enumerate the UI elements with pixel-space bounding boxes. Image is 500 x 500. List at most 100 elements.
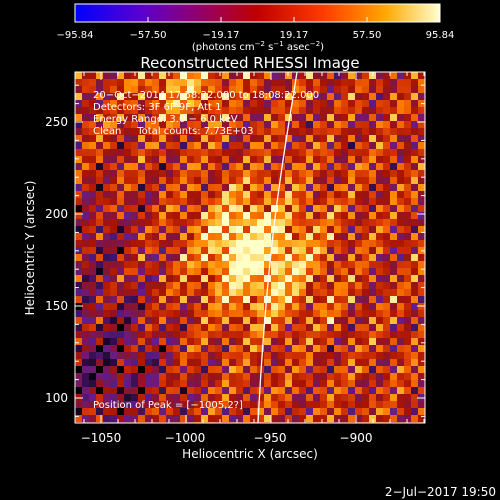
image-pixel	[236, 338, 243, 345]
image-pixel	[341, 296, 348, 303]
image-pixel	[187, 149, 194, 156]
image-pixel	[103, 93, 110, 100]
image-pixel	[390, 282, 397, 289]
image-pixel	[334, 121, 341, 128]
image-pixel	[201, 380, 208, 387]
image-pixel	[418, 93, 425, 100]
image-pixel	[89, 296, 96, 303]
image-pixel	[292, 401, 299, 408]
image-pixel	[243, 107, 250, 114]
image-pixel	[313, 303, 320, 310]
image-pixel	[271, 394, 278, 401]
image-pixel	[278, 289, 285, 296]
image-pixel	[369, 331, 376, 338]
image-pixel	[418, 177, 425, 184]
image-pixel	[404, 366, 411, 373]
image-pixel	[187, 289, 194, 296]
image-pixel	[96, 352, 103, 359]
image-pixel	[201, 373, 208, 380]
image-pixel	[313, 394, 320, 401]
image-pixel	[194, 177, 201, 184]
image-pixel	[369, 352, 376, 359]
image-pixel	[334, 86, 341, 93]
image-pixel	[152, 198, 159, 205]
image-pixel	[124, 282, 131, 289]
image-pixel	[362, 177, 369, 184]
image-pixel	[362, 198, 369, 205]
image-pixel	[299, 212, 306, 219]
image-pixel	[348, 268, 355, 275]
image-pixel	[264, 205, 271, 212]
image-pixel	[327, 254, 334, 261]
image-pixel	[327, 331, 334, 338]
image-pixel	[194, 100, 201, 107]
image-pixel	[201, 240, 208, 247]
image-pixel	[103, 289, 110, 296]
image-pixel	[327, 247, 334, 254]
image-pixel	[390, 387, 397, 394]
image-pixel	[75, 114, 82, 121]
image-pixel	[313, 205, 320, 212]
image-pixel	[82, 142, 89, 149]
image-pixel	[96, 310, 103, 317]
image-pixel	[264, 79, 271, 86]
image-pixel	[243, 310, 250, 317]
image-pixel	[201, 184, 208, 191]
image-pixel	[194, 184, 201, 191]
image-pixel	[117, 401, 124, 408]
x-tick-label: −950	[254, 431, 287, 445]
image-pixel	[82, 93, 89, 100]
image-pixel	[131, 156, 138, 163]
image-pixel	[397, 352, 404, 359]
image-pixel	[124, 93, 131, 100]
image-pixel	[411, 205, 418, 212]
image-pixel	[145, 177, 152, 184]
image-pixel	[299, 121, 306, 128]
image-pixel	[103, 128, 110, 135]
image-pixel	[82, 289, 89, 296]
image-pixel	[257, 177, 264, 184]
image-pixel	[117, 380, 124, 387]
image-pixel	[138, 387, 145, 394]
image-pixel	[222, 177, 229, 184]
image-pixel	[173, 128, 180, 135]
image-pixel	[110, 170, 117, 177]
image-pixel	[82, 317, 89, 324]
image-pixel	[299, 184, 306, 191]
image-pixel	[166, 100, 173, 107]
image-pixel	[285, 310, 292, 317]
image-pixel	[320, 408, 327, 415]
image-pixel	[131, 261, 138, 268]
image-pixel	[369, 142, 376, 149]
image-pixel	[110, 149, 117, 156]
image-pixel	[306, 303, 313, 310]
image-pixel	[180, 184, 187, 191]
image-pixel	[173, 359, 180, 366]
image-pixel	[187, 338, 194, 345]
image-pixel	[173, 366, 180, 373]
image-pixel	[243, 261, 250, 268]
image-pixel	[285, 317, 292, 324]
image-pixel	[257, 191, 264, 198]
image-pixel	[236, 135, 243, 142]
image-pixel	[355, 114, 362, 121]
image-pixel	[236, 352, 243, 359]
image-pixel	[278, 177, 285, 184]
image-pixel	[278, 352, 285, 359]
image-pixel	[348, 366, 355, 373]
image-pixel	[229, 275, 236, 282]
image-pixel	[159, 408, 166, 415]
image-pixel	[376, 205, 383, 212]
image-pixel	[271, 156, 278, 163]
image-pixel	[180, 310, 187, 317]
image-pixel	[180, 366, 187, 373]
image-pixel	[215, 324, 222, 331]
image-pixel	[327, 303, 334, 310]
image-pixel	[257, 310, 264, 317]
image-pixel	[180, 408, 187, 415]
image-pixel	[369, 289, 376, 296]
image-pixel	[362, 359, 369, 366]
image-pixel	[229, 331, 236, 338]
image-pixel	[355, 345, 362, 352]
image-pixel	[145, 86, 152, 93]
